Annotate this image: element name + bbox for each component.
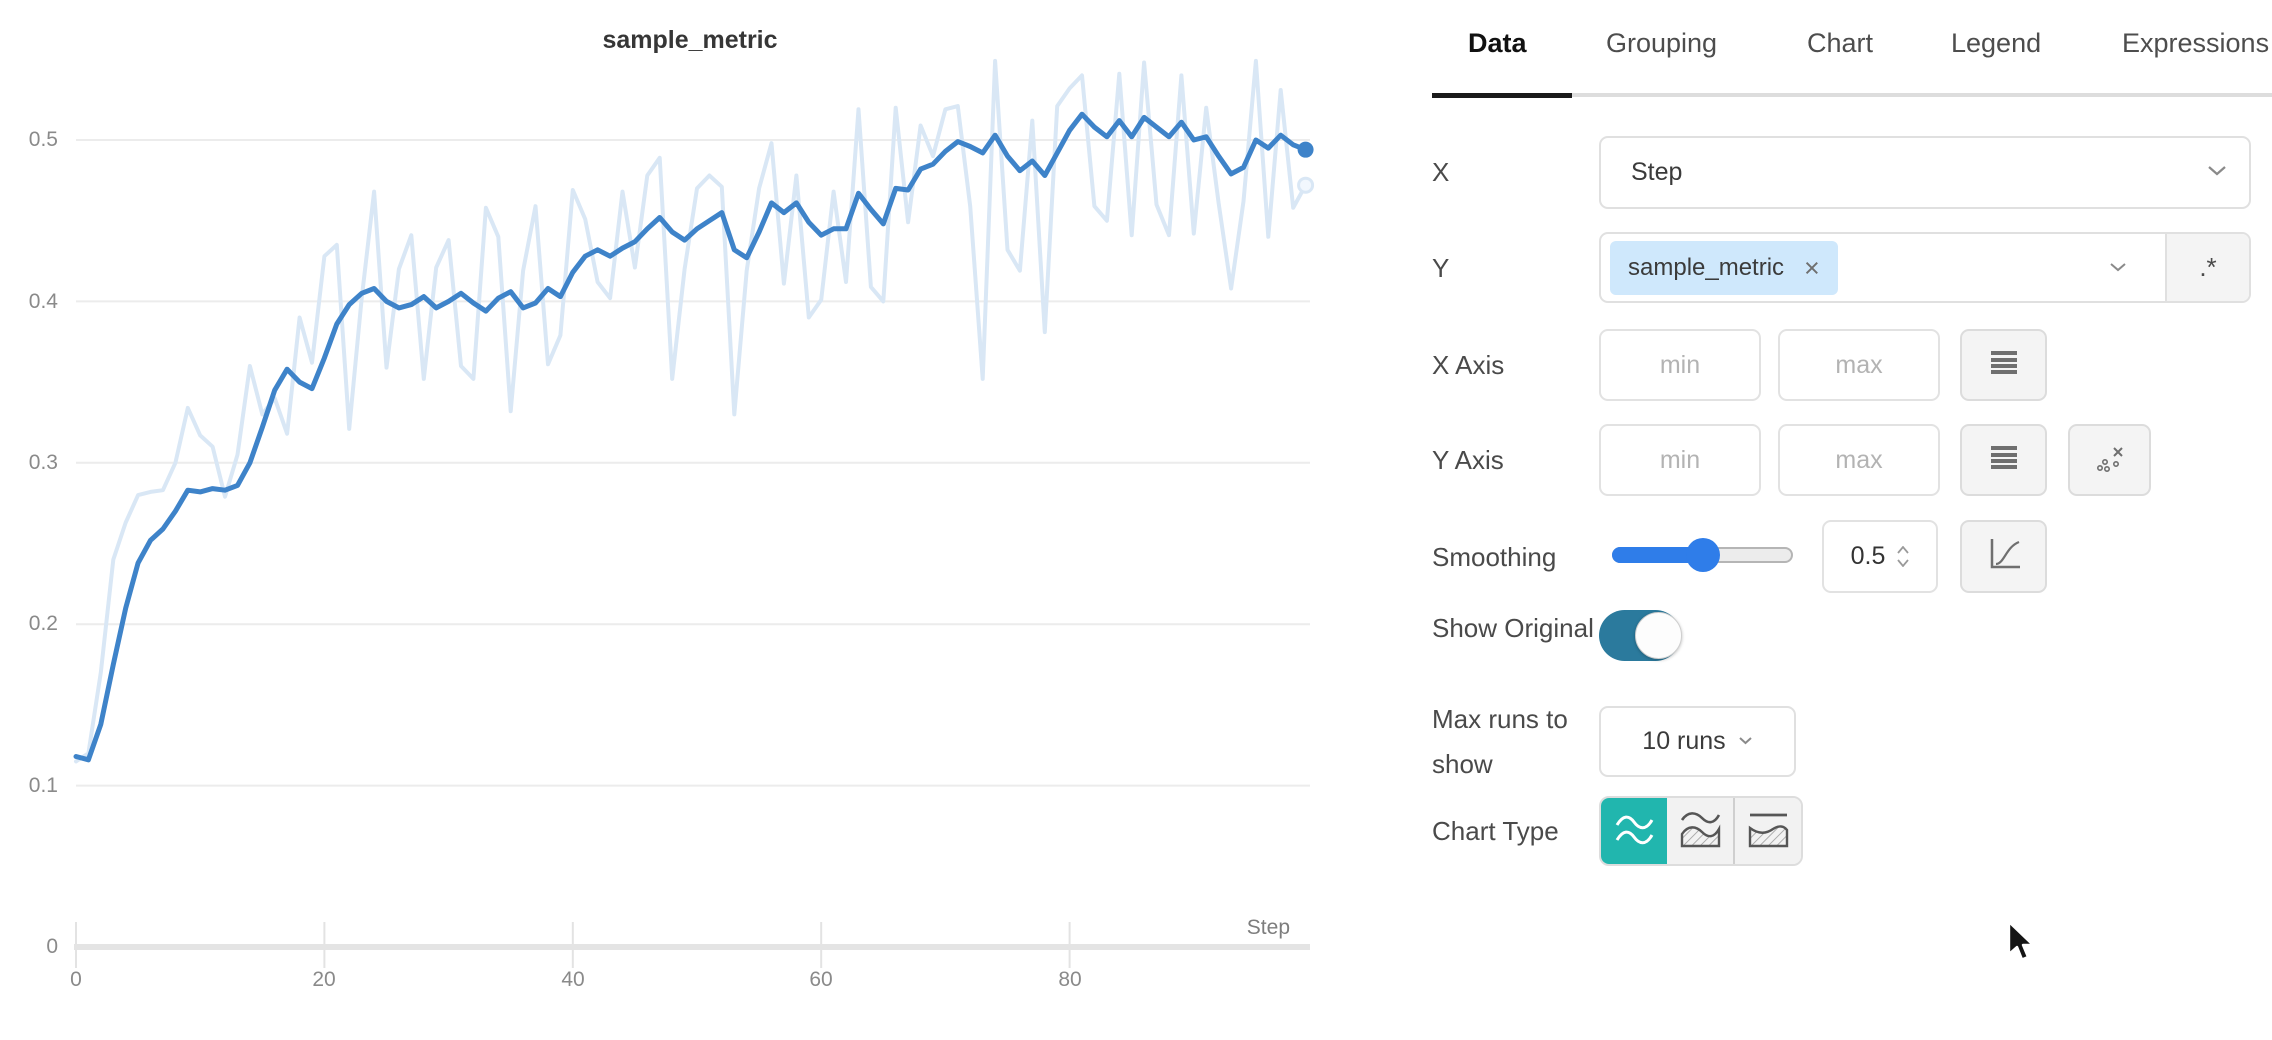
panel-settings: Data Grouping Chart Legend Expressions X…	[1432, 0, 2272, 1040]
chart-type-line-button[interactable]	[1601, 798, 1667, 864]
chart-type-minmax-button[interactable]	[1733, 798, 1801, 864]
y-tick-label: 0.5	[28, 128, 58, 151]
max-runs-value: 10 runs	[1642, 727, 1726, 755]
x-tick-label: 60	[809, 968, 833, 991]
smoothing-slider-handle[interactable]	[1685, 538, 1720, 572]
tab-chart[interactable]: Chart	[1807, 28, 1874, 58]
smoothing-label: Smoothing	[1432, 542, 1557, 572]
stepper-down-icon	[1897, 559, 1910, 567]
y-field-label: Y	[1432, 253, 1450, 283]
y-tick-label: 0	[46, 935, 58, 958]
x-select[interactable]: Step	[1599, 136, 2251, 209]
smoothing-slider-fill	[1612, 547, 1703, 563]
regex-toggle-button[interactable]: .*	[2165, 234, 2249, 301]
number-stepper[interactable]	[1897, 546, 1910, 567]
tab-underline-track	[1432, 93, 2272, 97]
chevron-down-icon	[2109, 260, 2127, 278]
y-axis-max-input[interactable]	[1778, 424, 1940, 496]
y-select-main[interactable]: sample_metric ×	[1601, 234, 2165, 301]
running-average-icon	[1984, 535, 2024, 578]
mouse-cursor-icon	[2005, 920, 2039, 969]
x-axis-label: X Axis	[1432, 350, 1505, 380]
stepper-up-icon	[1897, 546, 1910, 554]
chart-panel: sample_metric 0.5 0.4 0.3 0.2 0.1 0 0 20…	[0, 0, 1400, 1040]
min-max-band-icon	[1746, 808, 1790, 855]
area-plot-icon	[1678, 808, 1722, 855]
x-tick-label: 80	[1058, 968, 1082, 991]
tab-active-indicator	[1432, 93, 1572, 98]
y-axis-label: Y Axis	[1432, 445, 1504, 475]
y-axis-log-scale-button[interactable]	[1960, 424, 2047, 496]
y-tick-label: 0.1	[28, 774, 58, 797]
y-select[interactable]: sample_metric × .*	[1599, 232, 2251, 303]
x-axis-min-input[interactable]	[1599, 329, 1761, 401]
x-axis-max-input[interactable]	[1778, 329, 1940, 401]
outliers-icon	[2092, 442, 2128, 479]
x-tick-label: 40	[561, 968, 585, 991]
log-scale-icon	[1989, 445, 2019, 476]
chart-type-area-button[interactable]	[1667, 798, 1733, 864]
y-tick-label: 0.2	[28, 612, 58, 635]
tab-expressions[interactable]: Expressions	[2122, 28, 2270, 58]
tab-grouping[interactable]: Grouping	[1606, 28, 1718, 58]
y-axis-min-input[interactable]	[1599, 424, 1761, 496]
chart-type-button-group	[1599, 796, 1803, 866]
chart-type-label: Chart Type	[1432, 816, 1559, 846]
show-original-toggle[interactable]	[1599, 610, 1682, 661]
x-select-value: Step	[1631, 158, 1683, 186]
log-scale-icon	[1989, 350, 2019, 381]
chart-title: sample_metric	[602, 26, 778, 54]
line-chart[interactable]	[0, 0, 1400, 1040]
smoothing-value: 0.5	[1850, 542, 1886, 570]
ignore-outliers-button[interactable]	[2068, 424, 2151, 496]
x-field-label: X	[1432, 157, 1450, 187]
show-original-label: Show Original	[1432, 613, 1594, 643]
chevron-down-icon	[1738, 733, 1753, 751]
max-runs-select[interactable]: 10 runs	[1599, 706, 1796, 777]
line-plot-icon	[1612, 809, 1656, 854]
y-metric-tag-label: sample_metric	[1628, 253, 1785, 281]
x-tick-label: 20	[312, 968, 336, 991]
y-metric-tag: sample_metric ×	[1610, 240, 1838, 295]
y-tick-label: 0.4	[28, 290, 58, 313]
x-axis-title: Step	[1246, 916, 1290, 939]
toggle-knob	[1635, 612, 1682, 659]
chevron-down-icon	[2207, 164, 2227, 182]
y-tick-label: 0.3	[28, 451, 58, 474]
remove-metric-icon[interactable]: ×	[1804, 252, 1820, 283]
smoothing-value-input[interactable]: 0.5	[1822, 520, 1938, 593]
smoothing-type-button[interactable]	[1960, 520, 2047, 593]
max-runs-label: Max runs to show	[1432, 704, 1568, 779]
tab-legend[interactable]: Legend	[1951, 28, 2042, 58]
x-axis-log-scale-button[interactable]	[1960, 329, 2047, 401]
x-tick-label: 0	[70, 968, 82, 991]
tab-data[interactable]: Data	[1468, 28, 1527, 58]
